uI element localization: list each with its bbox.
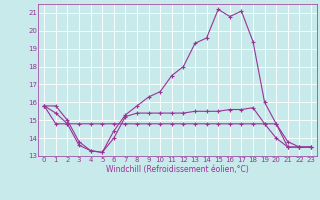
X-axis label: Windchill (Refroidissement éolien,°C): Windchill (Refroidissement éolien,°C) xyxy=(106,165,249,174)
